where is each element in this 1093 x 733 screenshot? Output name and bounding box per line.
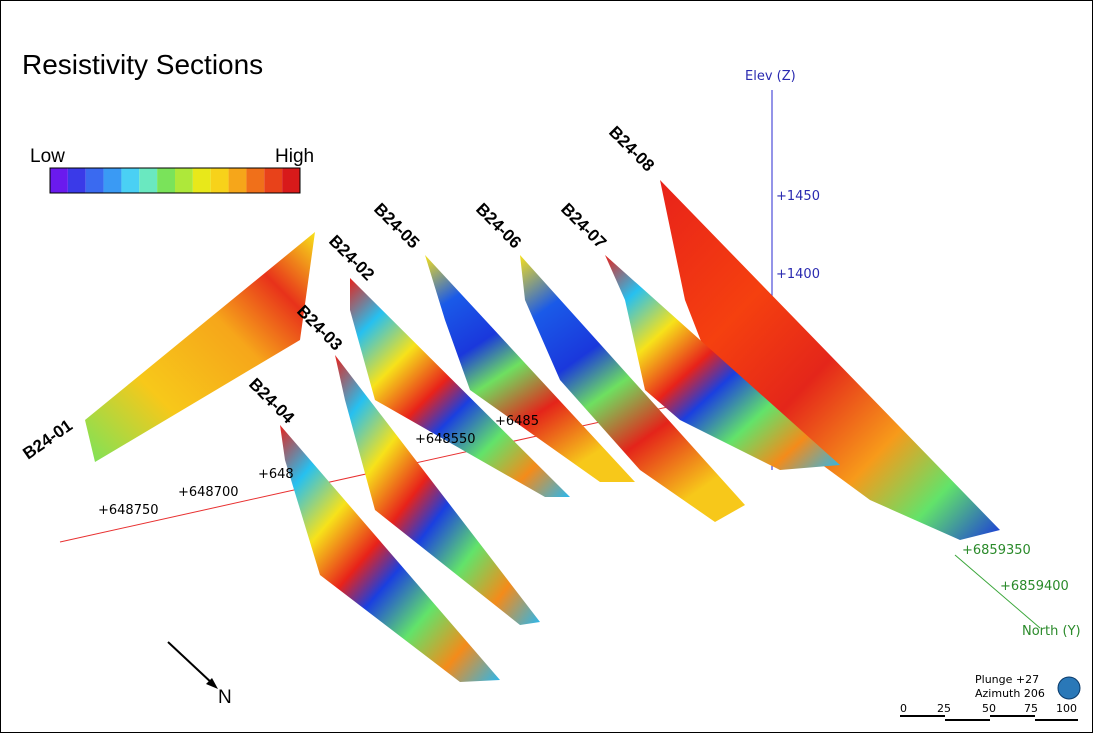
easting-labels: +648750 +648700 +648 +648550 +6485 — [98, 414, 539, 518]
sections — [85, 180, 1000, 682]
section-panel — [85, 232, 315, 462]
scale-high: High — [275, 146, 314, 167]
color-swatch — [67, 168, 86, 193]
section-panel — [335, 355, 540, 625]
northing-labels: +6859350 +6859400 North (Y) — [962, 543, 1081, 639]
azimuth: Azimuth 206 — [975, 687, 1045, 700]
tick-label: +1450 — [776, 189, 820, 204]
axis-label: North (Y) — [1022, 624, 1081, 639]
scale-low: Low — [30, 146, 65, 167]
color-bar-outline — [49, 167, 301, 194]
color-swatch — [228, 168, 247, 193]
tick-label: +6485 — [495, 414, 539, 429]
section-panel — [660, 180, 1000, 540]
tick-label: +6859350 — [962, 543, 1031, 558]
tick-label: +6859400 — [1000, 579, 1069, 594]
tick-label: +648750 — [98, 503, 159, 518]
color-swatch — [264, 168, 283, 193]
scale-label: 0 — [900, 702, 907, 715]
scale-label: 25 — [937, 702, 951, 715]
color-swatch — [246, 168, 265, 193]
color-swatch — [282, 168, 300, 193]
title: Resistivity Sections — [22, 49, 263, 80]
globe-icon — [1057, 676, 1081, 700]
scale-label: 100 — [1056, 702, 1077, 715]
section-panel — [425, 255, 635, 482]
tick-label: +648700 — [178, 485, 239, 500]
color-swatch — [139, 168, 158, 193]
section-panel — [350, 278, 570, 497]
color-swatch — [50, 168, 68, 193]
color-swatch — [103, 168, 122, 193]
north-arrow: N — [167, 641, 232, 708]
north-label: N — [218, 687, 232, 708]
color-bar — [49, 167, 301, 194]
color-swatch — [85, 168, 104, 193]
section-panel — [520, 255, 745, 522]
scale-label: 50 — [982, 702, 996, 715]
tick-label: +1400 — [776, 267, 820, 282]
axis-label: Elev (Z) — [745, 69, 796, 84]
tick-label: +648550 — [415, 432, 476, 447]
color-swatch — [192, 168, 211, 193]
color-swatch — [157, 168, 175, 193]
plunge: Plunge +27 — [975, 673, 1039, 686]
color-swatch — [175, 168, 193, 193]
elevation-labels: Elev (Z) +1450 +1400 — [745, 69, 820, 282]
tick-label: +648 — [258, 467, 294, 482]
color-scale: Low High — [30, 146, 314, 194]
northing-axis — [954, 554, 1041, 629]
scale-label: 75 — [1024, 702, 1038, 715]
view-info: Plunge +27 Azimuth 206 0 25 50 75 100 — [900, 673, 1081, 721]
color-swatch — [121, 168, 140, 193]
color-swatch — [210, 168, 229, 193]
section-panel — [605, 255, 840, 470]
section-panel — [280, 425, 500, 682]
